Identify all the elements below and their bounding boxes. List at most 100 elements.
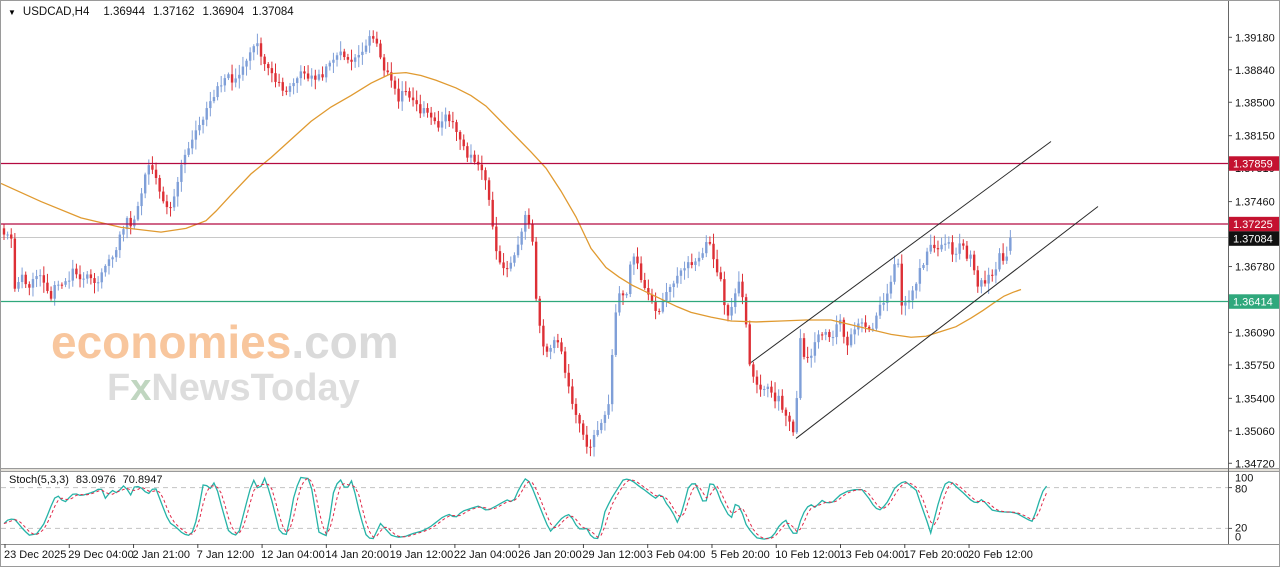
candle-body: [582, 423, 585, 435]
candle-body: [498, 251, 502, 263]
symbol-dropdown-icon[interactable]: ▼: [8, 7, 16, 17]
candle-body: [589, 446, 592, 448]
price-tick-label: 1.35750: [1235, 360, 1275, 372]
price-tick-label: 1.34720: [1235, 458, 1275, 470]
stoch-indicator-label: Stoch(5,3,3) 83.0976 70.8947: [9, 474, 169, 486]
time-tick-label: 10 Feb 12:00: [775, 549, 840, 561]
candle-body: [248, 52, 252, 61]
time-axis[interactable]: [1, 544, 1228, 567]
candle-body: [364, 45, 368, 52]
candle-body: [542, 325, 545, 347]
candle-body: [82, 278, 85, 280]
channel-lower-trendline[interactable]: [795, 206, 1099, 439]
candle-body: [165, 201, 169, 208]
candle-body: [448, 114, 451, 122]
candle-body: [755, 376, 759, 385]
candle-body: [672, 283, 675, 288]
candle-body: [252, 46, 255, 53]
time-tick-label: 19 Jan 12:00: [390, 549, 454, 561]
candle-body: [285, 90, 288, 92]
candle-body: [621, 293, 625, 296]
candle-body: [220, 85, 223, 87]
candle-body: [563, 351, 567, 373]
candle-body: [592, 435, 596, 448]
candle-body: [183, 154, 187, 165]
candle-body: [632, 256, 636, 265]
candle-body: [187, 148, 190, 155]
candle-body: [172, 196, 176, 208]
panel-splitter[interactable]: [1, 468, 1280, 471]
price-axis[interactable]: [1228, 1, 1280, 544]
candle-body: [610, 354, 614, 405]
candle-body: [223, 78, 227, 86]
candle-body: [31, 279, 35, 288]
chart-header: ▼ USDCAD,H4 1.36944 1.37162 1.36904 1.37…: [8, 6, 302, 18]
candle-body: [712, 243, 715, 260]
candle-body: [574, 403, 578, 415]
candle-body: [954, 253, 958, 255]
candle-body: [277, 81, 281, 83]
candle-body: [209, 101, 212, 109]
time-tick-label: 5 Feb 20:00: [711, 549, 770, 561]
candle-body: [759, 384, 762, 390]
resistance-2-price-tag: [1229, 216, 1279, 232]
candle-body: [100, 272, 103, 283]
candle-body: [440, 121, 444, 128]
candle-body: [647, 288, 650, 295]
candle-body: [314, 75, 317, 80]
price-tick-label: 1.36780: [1235, 262, 1275, 274]
candle-body: [694, 261, 697, 265]
time-tick-label: 29 Jan 12:00: [582, 549, 646, 561]
time-tick-label: 2 Jan 21:00: [133, 549, 191, 561]
candle-body: [93, 278, 96, 283]
candle-body: [64, 281, 67, 285]
candle-body: [429, 112, 433, 118]
stoch-d-value: 70.8947: [122, 474, 163, 486]
candle-body: [817, 334, 820, 343]
candle-body: [140, 193, 143, 207]
candle-body: [600, 422, 603, 431]
candle-body: [596, 430, 599, 436]
candle-body: [20, 274, 24, 283]
candle-body: [665, 291, 668, 301]
candle-body: [60, 284, 64, 286]
candle-body: [368, 36, 371, 46]
time-tick-label: 14 Jan 20:00: [325, 549, 389, 561]
candle-body: [705, 242, 708, 254]
candle-body: [169, 207, 172, 209]
candle-body: [495, 226, 498, 252]
candle-body: [578, 414, 581, 424]
support-price-tag: [1229, 294, 1279, 309]
candle-body: [426, 108, 429, 113]
candle-body: [770, 386, 773, 393]
candle-body: [842, 319, 846, 337]
price-tick-label: 1.38840: [1235, 65, 1275, 77]
candle-body: [545, 346, 549, 352]
candle-body: [455, 122, 458, 133]
candle-body: [994, 269, 998, 276]
candle-body: [661, 300, 665, 312]
candle-body: [487, 180, 491, 200]
candle-body: [824, 331, 827, 335]
candle-body: [567, 372, 570, 387]
candle-body: [719, 272, 722, 280]
candle-body: [17, 282, 20, 289]
candle-body: [2, 228, 6, 235]
stoch-k-line: [3, 476, 1048, 540]
candle-body: [180, 164, 183, 182]
candle-body: [904, 302, 907, 306]
candle-body: [404, 91, 408, 93]
candle-body: [849, 334, 853, 346]
candle-body: [375, 38, 379, 44]
candle-body: [480, 164, 484, 171]
candle-body: [270, 68, 274, 74]
candle-body: [71, 268, 74, 281]
candle-body: [929, 244, 932, 252]
candle-body: [75, 268, 78, 275]
time-tick-label: 20 Feb 12:00: [968, 549, 1033, 561]
symbol-timeframe-label: USDCAD,H4: [22, 6, 90, 18]
channel-upper-trendline[interactable]: [750, 141, 1052, 363]
candle-body: [263, 56, 266, 65]
candle-body: [893, 264, 896, 282]
